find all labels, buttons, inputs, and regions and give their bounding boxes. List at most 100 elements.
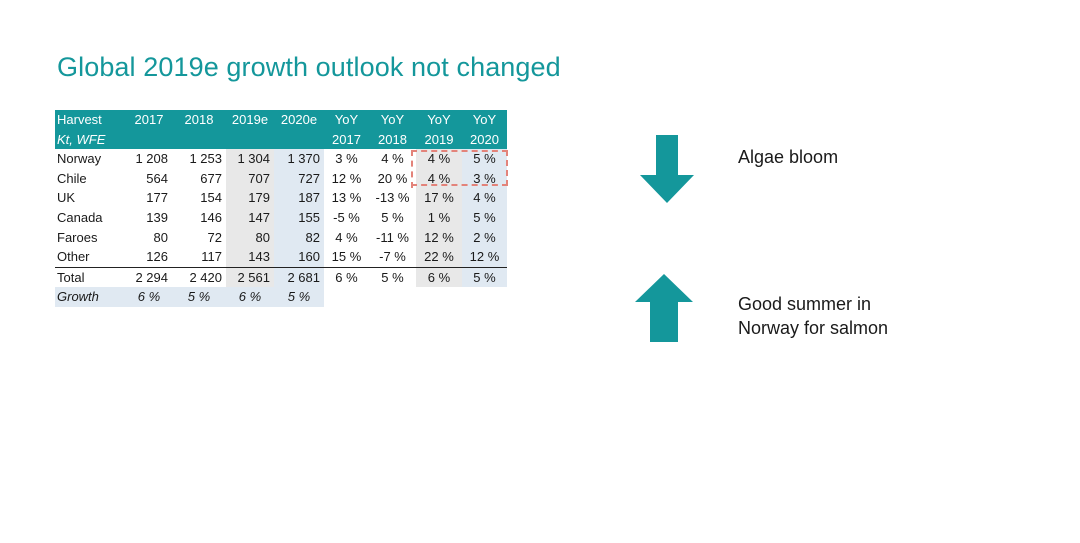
table-cell: 22 % — [416, 247, 462, 268]
row-label: Norway — [57, 151, 102, 167]
table-cell: 12 % — [462, 247, 507, 268]
summer-note-line2: Norway for salmon — [738, 318, 889, 338]
table-cell: 1 % — [416, 207, 462, 228]
table-cell: 4 % — [335, 229, 358, 245]
table-cell: 146 — [200, 209, 222, 225]
table-header-row: Kt, WFE 2017 2018 2019 2020 — [55, 129, 507, 150]
header-cell: YoY — [324, 110, 369, 130]
row-label: UK — [57, 190, 76, 206]
header-cell: YoY — [462, 110, 507, 130]
arrow-up-icon — [635, 274, 693, 342]
row-label: Growth — [55, 287, 126, 307]
empty-cell — [462, 287, 507, 307]
row-label: Canada — [57, 209, 103, 225]
table-cell: 4 % — [416, 149, 462, 169]
table-cell: 117 — [201, 249, 222, 265]
table-cell: 1 304 — [226, 149, 274, 169]
table-cell: 139 — [146, 209, 168, 225]
header-cell: 2017 — [126, 110, 172, 130]
table-cell: -7 % — [379, 249, 406, 265]
table-cell: 6 % — [416, 266, 462, 288]
table-cell: 1 370 — [274, 149, 324, 169]
table-cell: 80 — [153, 229, 168, 245]
table-cell: -11 % — [376, 229, 409, 245]
header-cell: 2020 — [462, 129, 507, 150]
summer-note: Good summer in Norway for salmon — [738, 292, 888, 340]
growth-row: Growth 6 % 5 % 6 % 5 % — [55, 287, 507, 307]
table-cell: -13 % — [375, 190, 410, 206]
empty-cell — [369, 287, 416, 307]
table-cell: 3 % — [462, 168, 507, 189]
table-cell: 6 % — [226, 287, 274, 307]
table-cell: 564 — [146, 170, 168, 186]
table-cell: 5 % — [381, 209, 404, 225]
table-cell: -5 % — [333, 209, 360, 225]
page-title: Global 2019e growth outlook not changed — [57, 52, 561, 82]
table-header-row: Harvest 2017 2018 2019e 2020e YoY YoY Yo… — [55, 110, 507, 130]
table-cell: 179 — [226, 188, 274, 208]
table-cell: 5 % — [462, 149, 507, 169]
table-row: Other 126 117 143 160 15 % -7 % 22 % 12 … — [55, 247, 507, 268]
table-row: Canada 139 146 147 155 -5 % 5 % 1 % 5 % — [55, 207, 507, 228]
table-cell: 2 420 — [172, 266, 226, 288]
table-cell: 5 % — [172, 287, 226, 307]
table-cell: 2 561 — [226, 266, 274, 288]
harvest-table: Harvest 2017 2018 2019e 2020e YoY YoY Yo… — [55, 110, 507, 307]
header-cell: 2018 — [172, 110, 226, 130]
table-cell: 2 294 — [126, 266, 172, 288]
table-cell: 5 % — [274, 287, 324, 307]
table-cell: 20 % — [377, 170, 408, 186]
header-cell: Kt, WFE — [55, 129, 126, 150]
table-cell: 5 % — [462, 207, 507, 228]
table-cell: 4 % — [381, 151, 404, 167]
table-cell: 6 % — [324, 266, 369, 288]
table-row: Norway 1 208 1 253 1 304 1 370 3 % 4 % 4… — [55, 149, 507, 169]
table-cell: 4 % — [462, 188, 507, 208]
header-cell — [274, 129, 324, 150]
table-cell: 5 % — [369, 266, 416, 288]
header-cell: 2019e — [226, 110, 274, 130]
row-label: Chile — [57, 170, 87, 186]
table-cell: 126 — [146, 249, 168, 265]
table-cell: 2 % — [462, 227, 507, 248]
header-cell: YoY — [369, 110, 416, 130]
table-cell: 82 — [274, 227, 324, 248]
table-cell: 143 — [226, 247, 274, 268]
row-label: Faroes — [57, 229, 98, 245]
header-cell: 2020e — [274, 110, 324, 130]
header-cell — [226, 129, 274, 150]
header-cell: YoY — [416, 110, 462, 130]
table-cell: 177 — [146, 190, 168, 206]
total-row: Total 2 294 2 420 2 561 2 681 6 % 5 % 6 … — [55, 266, 507, 288]
table-cell: 1 208 — [135, 151, 168, 167]
summer-note-line1: Good summer in — [738, 294, 872, 314]
table-cell: 727 — [274, 168, 324, 189]
header-cell: 2019 — [416, 129, 462, 150]
table-cell: 1 253 — [189, 151, 222, 167]
algae-bloom-note: Algae bloom — [738, 147, 839, 167]
table-cell: 4 % — [416, 168, 462, 189]
header-cell — [172, 129, 226, 150]
table-row: UK 177 154 179 187 13 % -13 % 17 % 4 % — [55, 188, 507, 208]
arrow-down-icon — [640, 135, 694, 203]
empty-cell — [416, 287, 462, 307]
table-cell: 2 681 — [274, 266, 324, 288]
table-row: Chile 564 677 707 727 12 % 20 % 4 % 3 % — [55, 168, 507, 189]
table-cell: 5 % — [462, 266, 507, 288]
row-label: Total — [55, 266, 126, 288]
header-cell — [126, 129, 172, 150]
table-cell: 677 — [200, 170, 222, 186]
table-cell: 160 — [274, 247, 324, 268]
header-cell: Harvest — [55, 110, 126, 130]
table-cell: 80 — [226, 227, 274, 248]
table-cell: 147 — [226, 207, 274, 228]
table-cell: 17 % — [416, 188, 462, 208]
table-cell: 3 % — [335, 151, 358, 167]
header-cell: 2017 — [324, 129, 369, 150]
table-cell: 154 — [200, 190, 222, 206]
table-cell: 12 % — [416, 227, 462, 248]
table-cell: 707 — [226, 168, 274, 189]
table-cell: 13 % — [331, 190, 362, 206]
table-cell: 6 % — [126, 287, 172, 307]
table-cell: 155 — [274, 207, 324, 228]
